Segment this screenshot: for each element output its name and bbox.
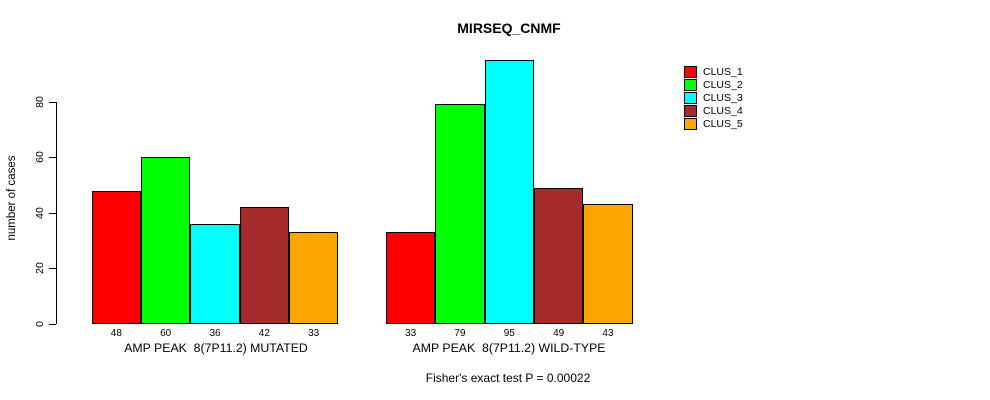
clus_2-color-swatch (684, 78, 697, 91)
bar-clus_4-group1 (239, 207, 290, 324)
y-axis-tick-label: 60 (34, 151, 46, 164)
bar-clus_4-group2 (533, 187, 584, 324)
bar-clus_5-group1 (289, 232, 339, 324)
legend-item-clus_2: CLUS_2 (684, 78, 743, 91)
y-axis-tick (49, 324, 56, 325)
legend-label: CLUS_1 (703, 65, 743, 78)
legend-item-clus_3: CLUS_3 (684, 91, 743, 104)
bar-value-label: 33 (308, 328, 320, 339)
x-group-label-mutated: AMP PEAK 8(7P11.2) MUTATED (124, 341, 308, 355)
clus_5-color-swatch (684, 117, 697, 130)
y-axis-tick (49, 212, 56, 214)
y-axis-tick (49, 157, 56, 159)
bar-value-label: 95 (503, 328, 515, 339)
y-axis-tick (49, 101, 56, 103)
legend-label: CLUS_3 (703, 91, 743, 104)
y-axis-tick-label: 40 (34, 206, 46, 219)
bar-value-label: 49 (553, 328, 565, 339)
bar-value-label: 42 (258, 328, 270, 339)
y-axis-tick (49, 268, 56, 270)
legend-label: CLUS_2 (703, 78, 743, 91)
legend-item-clus_1: CLUS_1 (684, 65, 743, 78)
bar-value-label: 60 (160, 328, 172, 339)
clus_3-color-swatch (684, 91, 697, 104)
bar-clus_2-group1 (141, 157, 191, 324)
legend-label: CLUS_5 (703, 117, 743, 130)
chart-title: MIRSEQ_CNMF (457, 20, 561, 36)
fishers-test-footnote: Fisher's exact test P = 0.00022 (425, 371, 591, 385)
bar-value-label: 33 (405, 328, 417, 339)
bar-clus_1-group1 (91, 190, 142, 324)
y-axis-tick-label: 20 (34, 262, 46, 275)
bar-value-label: 79 (454, 328, 466, 339)
bar-clus_3-group2 (484, 59, 534, 324)
bar-clus_3-group1 (190, 223, 240, 324)
clus_1-color-swatch (684, 65, 697, 78)
bar-value-label: 43 (602, 328, 614, 339)
clus_4-color-swatch (684, 104, 697, 117)
bar-clus_1-group2 (386, 232, 436, 324)
y-axis-tick-label: 0 (34, 321, 46, 327)
legend: CLUS_1 CLUS_2 CLUS_3 CLUS_4 CLUS_5 (684, 65, 743, 130)
bar-clus_5-group2 (583, 204, 633, 324)
x-group-label-wild-type: AMP PEAK 8(7P11.2) WILD-TYPE (412, 341, 606, 355)
bar-clus_2-group2 (435, 104, 485, 324)
y-axis-line (56, 101, 57, 324)
legend-item-clus_4: CLUS_4 (684, 104, 743, 117)
bar-value-label: 36 (209, 328, 221, 339)
bar-value-label: 48 (110, 328, 122, 339)
y-axis-title: number of cases (6, 155, 18, 241)
legend-label: CLUS_4 (703, 104, 743, 117)
legend-item-clus_5: CLUS_5 (684, 117, 743, 130)
y-axis-tick-label: 80 (34, 95, 46, 108)
